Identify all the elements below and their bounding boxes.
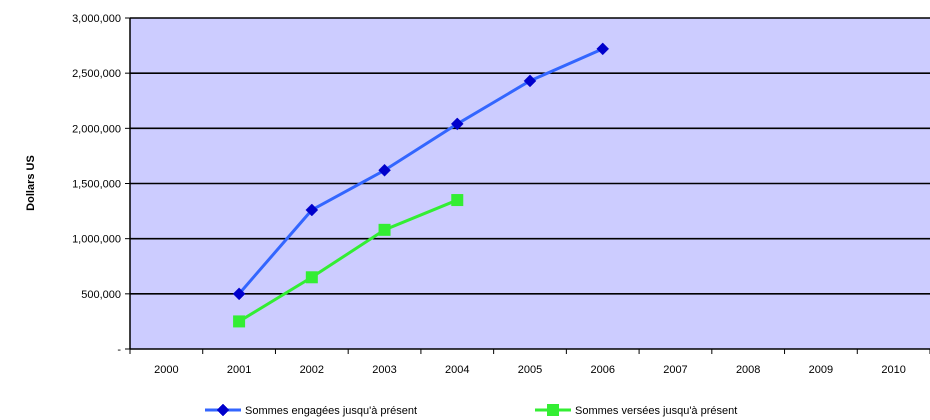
- data-point: [233, 315, 246, 328]
- x-axis-ticks: 2000 2001 2002 2003 2004 2005 2006 2007 2008 2009…: [129, 349, 930, 376]
- y-axis-title: Dollars US: [25, 155, 37, 211]
- grid-lines: [130, 17, 930, 295]
- x-tick-label: 2001: [227, 364, 251, 376]
- legend: Sommes engagées jusqu'à présent Sommes ve…: [205, 403, 737, 417]
- legend-label: Sommes engagées jusqu'à présent: [245, 405, 417, 417]
- data-point: [305, 203, 319, 217]
- y-tick-label: 500,000: [81, 289, 121, 301]
- data-point: [523, 74, 537, 88]
- series-line: [238, 198, 458, 323]
- y-tick-label: 1,000,000: [72, 234, 121, 246]
- legend-marker: [216, 403, 230, 417]
- legend-item: Sommes versées jusqu'à présent: [535, 404, 737, 417]
- data-point: [378, 223, 391, 236]
- x-tick-label: 2005: [518, 364, 542, 376]
- data-point: [232, 287, 246, 301]
- x-tick-label: 2010: [881, 364, 905, 376]
- x-tick-label: 2007: [663, 364, 687, 376]
- data-point: [305, 271, 318, 284]
- x-tick-label: 2002: [300, 364, 324, 376]
- x-tick-label: 2009: [809, 364, 833, 376]
- y-axis-ticks: - 500,000 1,000,000 1,500,000 2,000,000 2,500…: [72, 13, 130, 356]
- y-tick-label: 2,000,000: [72, 123, 121, 135]
- series-layer: [232, 42, 610, 328]
- x-tick-label: 2004: [445, 364, 469, 376]
- legend-item: Sommes engagées jusqu'à présent: [205, 403, 417, 417]
- x-tick-label: 2003: [372, 364, 396, 376]
- x-tick-label: 2008: [736, 364, 760, 376]
- data-point: [596, 42, 610, 56]
- data-point: [450, 117, 464, 131]
- x-tick-label: 2006: [590, 364, 614, 376]
- y-tick-label: 3,000,000: [72, 13, 121, 25]
- legend-label: Sommes versées jusqu'à présent: [575, 405, 737, 417]
- data-point: [451, 194, 464, 207]
- x-tick-label: 2000: [154, 364, 178, 376]
- series-2: [233, 194, 464, 328]
- y-tick-label: 1,500,000: [72, 179, 121, 191]
- y-tick-label: 2,500,000: [72, 68, 121, 80]
- legend-marker: [547, 404, 559, 416]
- y-tick-label: -: [117, 344, 121, 356]
- data-point: [378, 163, 391, 177]
- series-1: [232, 42, 610, 301]
- series-line: [237, 47, 604, 295]
